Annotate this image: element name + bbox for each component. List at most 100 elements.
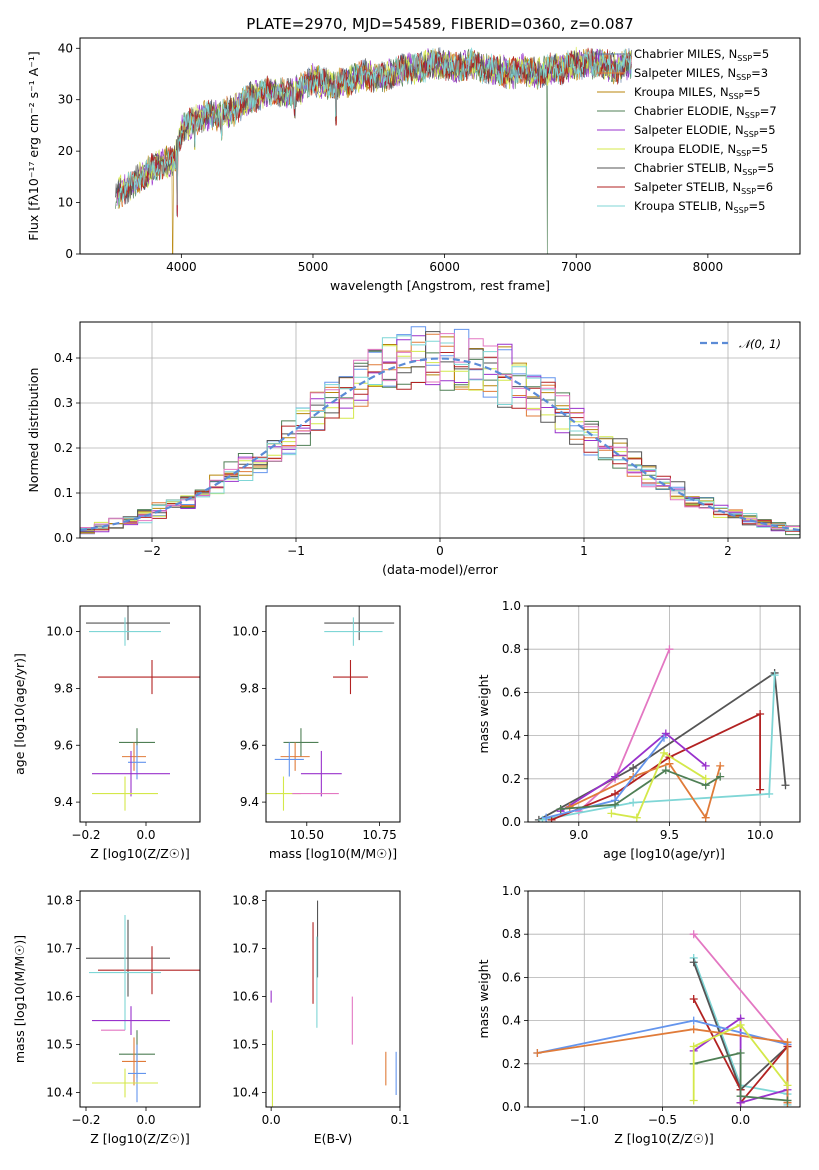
x-tick-label: 6000 <box>429 260 460 274</box>
legend-subscript: SSP <box>736 149 751 158</box>
legend-entry: Kroupa ELODIE, NSSP=5 <box>634 142 768 158</box>
weight-marker <box>533 1049 542 1057</box>
weight-line <box>611 751 707 819</box>
axes-frame <box>527 890 801 1108</box>
mass-vs-extinction-panel: 0.0 0.1 10.4 10.5 10.6 10.7 10.8 E(B-V) <box>232 890 410 1146</box>
y-tick-label: 0.4 <box>502 1014 521 1028</box>
y-tick-label: 0.6 <box>502 685 521 699</box>
x-tick-label: −1.0 <box>570 1113 599 1127</box>
weight-marker <box>783 1081 792 1090</box>
legend-entry: Chabrier STELIB, NSSP=5 <box>634 161 774 177</box>
weight-marker <box>689 958 698 967</box>
weight-marker <box>629 798 638 807</box>
y-tick-label: 0.4 <box>502 729 521 743</box>
legend-value: =5 <box>752 47 769 61</box>
weight-marker <box>632 813 641 822</box>
axes-frame <box>79 321 801 539</box>
plot-area <box>534 645 790 822</box>
x-axis-label: Z [log10(Z/Z☉)] <box>614 1131 714 1146</box>
y-tick-label: 9.8 <box>54 681 73 695</box>
y-tick-label: 0.1 <box>54 486 73 500</box>
y-tick-label: 0 <box>65 247 73 261</box>
axes-frame <box>79 605 201 823</box>
y-tick-label: 10.6 <box>46 990 73 1004</box>
x-tick-label: 1 <box>580 544 588 558</box>
y-tick-label: 10.7 <box>46 942 73 956</box>
y-tick-label: 1.0 <box>502 599 521 613</box>
legend-value: =5 <box>757 161 774 175</box>
y-tick-label: 0.8 <box>502 642 521 656</box>
legend-name: Chabrier MILES, N <box>634 47 737 61</box>
x-tick-label: 0.0 <box>136 828 155 842</box>
x-tick-label: 8000 <box>693 260 724 274</box>
y-tick-label: 10.5 <box>232 1038 259 1052</box>
legend-subscript: SSP <box>729 92 744 101</box>
legend-value: =5 <box>744 85 761 99</box>
weight-marker <box>542 813 551 822</box>
weight-marker <box>689 1042 698 1051</box>
x-tick-label: 4000 <box>166 260 197 274</box>
y-axis-label: mass weight <box>476 674 491 753</box>
plot-area <box>270 900 397 1107</box>
legend-entry: 𝒩(0, 1) <box>739 337 781 351</box>
y-tick-label: 9.4 <box>240 795 259 809</box>
y-tick-label: 10.8 <box>46 894 73 908</box>
legend-name: Salpeter MILES, N <box>634 66 736 80</box>
weight-marker <box>716 772 725 781</box>
y-tick-label: 0.2 <box>502 1057 521 1071</box>
y-tick-label: 0.0 <box>54 531 73 545</box>
legend-entry: Salpeter MILES, NSSP=3 <box>634 66 768 82</box>
y-tick-label: 10.6 <box>232 990 259 1004</box>
plot-area <box>266 606 395 811</box>
legend-entry: Salpeter STELIB, NSSP=6 <box>634 180 773 196</box>
y-tick-label: 9.6 <box>54 738 73 752</box>
y-axis-label: Normed distribution <box>26 368 41 493</box>
plot-area <box>533 930 792 1107</box>
weight-marker <box>736 1020 745 1029</box>
weight-marker <box>781 781 790 790</box>
weight-marker <box>661 766 670 775</box>
legend-name: Chabrier STELIB, N <box>634 161 742 175</box>
spectrum-line <box>115 47 632 217</box>
plot-area <box>80 326 800 537</box>
weight-marker <box>629 764 638 772</box>
x-tick-label: 10.0 <box>747 828 774 842</box>
weight-marker <box>689 995 698 1003</box>
legend-subscript: SSP <box>741 187 756 196</box>
y-axis-label: age [log10(age/yr)] <box>12 653 27 775</box>
x-tick-label: 0.0 <box>262 1113 281 1127</box>
plot-area <box>86 606 200 811</box>
y-tick-label: 10.0 <box>46 625 73 639</box>
weight-marker <box>660 748 668 757</box>
weight-marker <box>665 645 674 654</box>
weight-marker <box>756 710 765 718</box>
y-tick-label: 10 <box>58 196 73 210</box>
weight-line <box>692 1023 789 1101</box>
y-tick-label: 10.7 <box>232 942 259 956</box>
y-tick-label: 30 <box>58 93 73 107</box>
spectrum-line <box>117 47 632 208</box>
legend-subscript: SSP <box>742 168 757 177</box>
gaussian-reference <box>80 357 800 532</box>
x-tick-label: 9.5 <box>660 828 679 842</box>
legend-value: =5 <box>759 123 776 137</box>
y-tick-label: 10.4 <box>46 1086 73 1100</box>
y-tick-label: 0.4 <box>54 351 73 365</box>
x-tick-label: −0.2 <box>71 1113 100 1127</box>
age-vs-metallicity-panel: −0.2 0.0 9.4 9.6 9.8 10.0 Z [log10(Z/Z☉)] age [… <box>12 605 201 861</box>
x-tick-label: 5000 <box>298 260 329 274</box>
plot-area <box>86 915 200 1103</box>
axes-frame <box>79 37 801 255</box>
y-tick-label: 0.6 <box>502 970 521 984</box>
weight-marker <box>565 802 574 811</box>
weight-marker <box>689 930 698 939</box>
mass-weight-vs-metallicity-panel: −1.0 −0.5 0.0 0.0 0.2 0.4 0.6 0.8 1.0 Z [log10(Z/… <box>476 884 801 1146</box>
x-axis-label: E(B-V) <box>314 1131 353 1146</box>
y-tick-label: 10.0 <box>232 625 259 639</box>
legend-entry: Salpeter ELODIE, NSSP=5 <box>634 123 776 139</box>
y-tick-label: 10.8 <box>232 894 259 908</box>
y-tick-label: 1.0 <box>502 884 521 898</box>
weight-marker <box>665 759 674 768</box>
weight-marker <box>611 772 620 781</box>
y-axis-label: mass weight <box>476 959 491 1038</box>
